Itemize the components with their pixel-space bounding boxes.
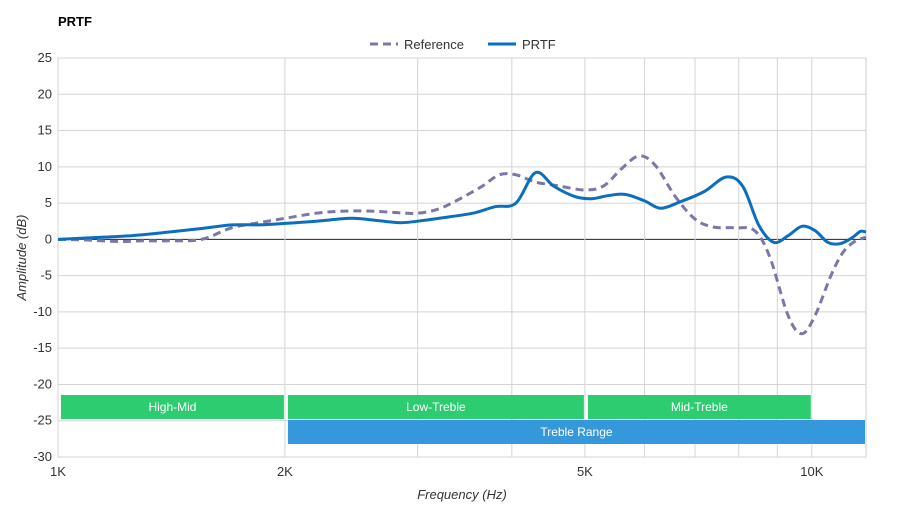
- y-tick-label: -20: [33, 376, 52, 391]
- band-label: Treble Range: [540, 425, 613, 439]
- band-label: High-Mid: [148, 400, 196, 414]
- y-tick-label: -30: [33, 449, 52, 464]
- band-high-mid: [61, 395, 284, 419]
- y-tick-label: 15: [38, 123, 52, 138]
- band-mid-treble: [587, 395, 811, 419]
- y-axis-label: Amplitude (dB): [14, 215, 29, 302]
- x-tick-label: 2K: [277, 464, 293, 479]
- series-line-reference: [57, 154, 867, 336]
- x-tick-label: 5K: [577, 464, 593, 479]
- y-tick-label: 20: [38, 86, 52, 101]
- series-line-prtf: [57, 170, 867, 246]
- x-tick-label: 1K: [50, 464, 66, 479]
- y-tick-label: 10: [38, 159, 52, 174]
- legend-label: Reference: [404, 37, 464, 52]
- y-tick-label: 25: [38, 50, 52, 65]
- y-tick-label: 0: [45, 231, 52, 246]
- chart-title: PRTF: [58, 14, 92, 29]
- x-tick-label: 10K: [800, 464, 823, 479]
- band-label: Mid-Treble: [671, 400, 728, 414]
- y-tick-label: -10: [33, 304, 52, 319]
- band-low-treble: [287, 395, 584, 419]
- band-treble-range: [287, 420, 865, 444]
- band-label: Low-Treble: [406, 400, 466, 414]
- y-tick-label: -15: [33, 340, 52, 355]
- y-tick-label: -25: [33, 413, 52, 428]
- x-axis-label: Frequency (Hz): [417, 487, 507, 502]
- y-tick-label: -5: [40, 268, 52, 283]
- legend-label: PRTF: [522, 37, 556, 52]
- y-tick-label: 5: [45, 195, 52, 210]
